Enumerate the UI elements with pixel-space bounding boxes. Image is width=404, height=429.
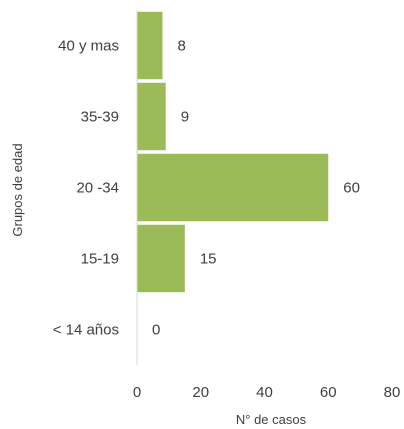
category-label: 40 y mas [58,38,119,55]
data-label: 0 [152,322,160,339]
x-tick-label: 60 [320,384,337,401]
x-tick-label: 20 [192,384,209,401]
x-tick-label: 80 [384,384,401,401]
data-label: 8 [178,38,186,55]
category-label: 35-39 [81,109,119,126]
data-label: 9 [181,109,189,126]
x-tick-label: 0 [133,384,141,401]
category-label: 15-19 [81,251,119,268]
bar-2 [137,82,166,151]
y-axis-title: Grupos de edad [10,143,25,236]
x-tick-label: 40 [256,384,273,401]
category-label: < 14 años [53,322,119,339]
data-labels: 8 9 60 15 0 [152,38,360,339]
data-label: 15 [200,251,217,268]
bar-3 [137,153,329,222]
bar-1 [137,11,163,80]
category-label: 20 -34 [76,180,119,197]
x-tick-labels: 0 20 40 60 80 [133,384,401,401]
x-axis-title: N° de casos [236,412,307,427]
bars-group [137,11,329,293]
data-label: 60 [343,180,360,197]
bar-4 [137,224,185,293]
category-labels: 40 y mas 35-39 20 -34 15-19 < 14 años [53,38,119,339]
